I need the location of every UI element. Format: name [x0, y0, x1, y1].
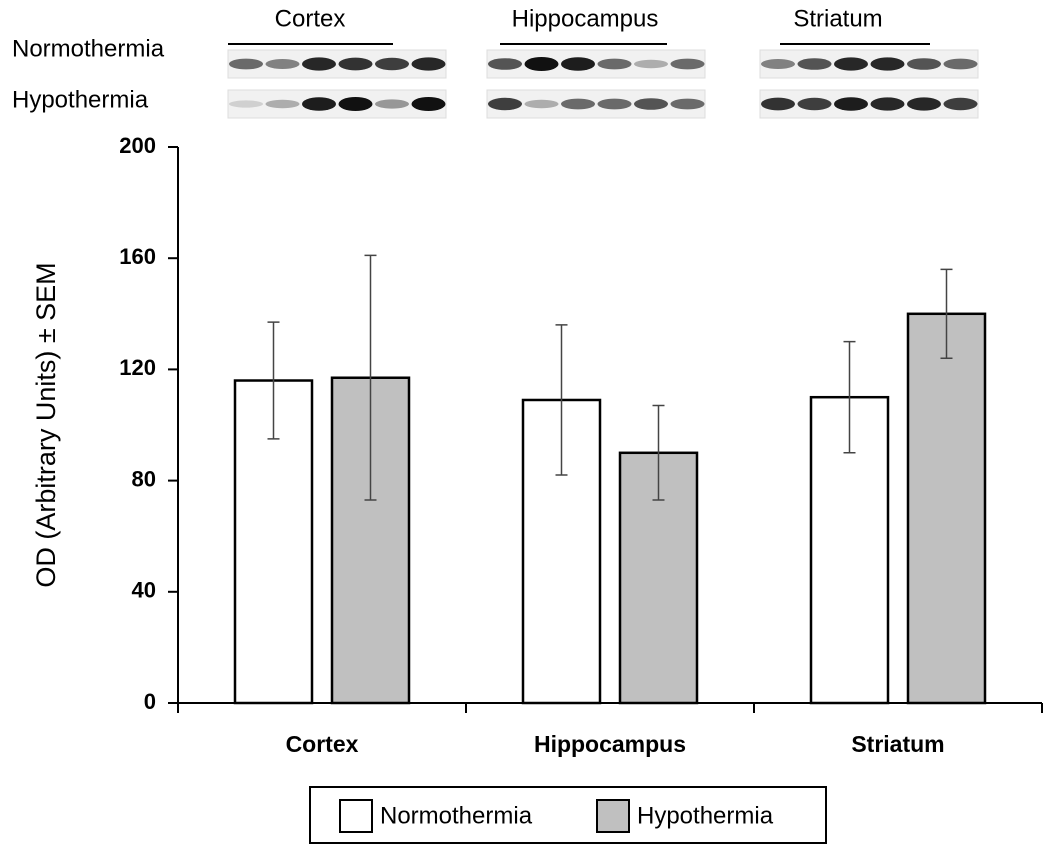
error-bar — [940, 268, 953, 360]
blot-region-label: Cortex — [275, 5, 346, 32]
blot-band — [834, 57, 868, 71]
blot-band — [907, 97, 941, 111]
blot-band — [524, 57, 559, 71]
bar — [906, 312, 987, 705]
blot-band — [670, 58, 705, 70]
blot-band — [229, 100, 263, 108]
error-bar — [364, 254, 377, 501]
error-bar — [267, 321, 280, 440]
blot-row-label: Hypothermia — [12, 86, 149, 113]
y-tick-label: 120 — [119, 355, 156, 380]
legend-swatch — [339, 799, 373, 833]
blot-image — [759, 49, 979, 79]
y-tick-label: 200 — [119, 133, 156, 158]
blot-panel: Normothermia Hypothermia Cortex Hippocam… — [12, 5, 979, 119]
blot-band — [797, 58, 832, 70]
blot-band — [488, 58, 522, 70]
blot-image — [227, 49, 447, 79]
x-tick-label: Hippocampus — [534, 731, 686, 757]
blot-band — [302, 97, 336, 111]
blot-band — [375, 99, 409, 109]
blot-band — [375, 57, 409, 71]
blot-band — [561, 98, 595, 110]
blot-image — [486, 49, 706, 79]
error-bar — [843, 340, 856, 454]
blot-image — [486, 89, 706, 119]
blot-row-label: Normothermia — [12, 35, 165, 62]
error-bar — [555, 324, 568, 476]
blot-band — [943, 58, 978, 70]
blot-band — [634, 59, 668, 69]
blot-image — [227, 89, 447, 119]
blot-image — [759, 89, 979, 119]
y-axis-label: OD (Arbitrary Units) ± SEM — [31, 262, 61, 587]
blot-band — [761, 97, 795, 111]
blot-band — [597, 58, 632, 70]
legend-swatch — [596, 799, 630, 833]
blot-band — [488, 97, 522, 111]
blot-band — [411, 97, 446, 111]
blot-band — [265, 59, 300, 69]
blot-band — [302, 57, 336, 71]
blot-band — [338, 97, 373, 111]
blot-region-label: Striatum — [793, 5, 882, 32]
x-tick-label: Cortex — [286, 731, 359, 757]
blot-band — [411, 57, 446, 71]
blot-band — [561, 57, 595, 71]
y-tick-label: 80 — [132, 466, 156, 491]
error-bar — [652, 404, 665, 501]
blot-band — [797, 97, 832, 111]
legend-box — [309, 786, 827, 844]
y-tick-label: 0 — [144, 689, 156, 714]
blot-band — [597, 98, 632, 110]
blot-band — [265, 99, 300, 109]
blot-band — [634, 98, 668, 110]
y-tick-label: 40 — [132, 578, 156, 603]
legend-label: Normothermia — [380, 802, 533, 829]
y-tick-label: 160 — [119, 244, 156, 269]
blot-band — [524, 99, 559, 109]
blot-band — [870, 97, 905, 111]
blot-region-label: Hippocampus — [512, 5, 659, 32]
blot-band — [834, 97, 868, 111]
blot-band — [670, 98, 705, 110]
blot-band — [338, 57, 373, 71]
x-tick-label: Striatum — [851, 731, 944, 757]
blot-band — [943, 97, 978, 111]
legend-label: Hypothermia — [637, 802, 774, 829]
blot-band — [761, 59, 795, 69]
blot-band — [229, 58, 263, 70]
blot-band — [870, 57, 905, 71]
blot-band — [907, 58, 941, 70]
